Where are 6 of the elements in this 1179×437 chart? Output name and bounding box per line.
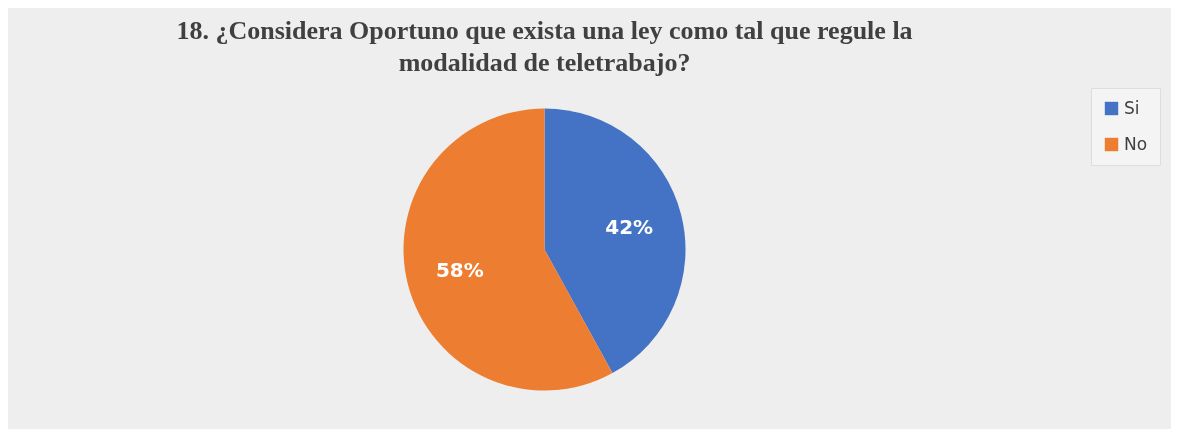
data-label: 58% xyxy=(435,258,484,283)
pie-slice xyxy=(544,108,686,374)
data-label: 42% xyxy=(605,214,654,239)
legend-label: No xyxy=(1124,133,1148,154)
legend-label: Si xyxy=(1124,97,1140,118)
chart-title: 18. ¿Considera Oportuno que exista una ley como tal que regule la modalidad de teletrabajo? xyxy=(176,16,913,77)
